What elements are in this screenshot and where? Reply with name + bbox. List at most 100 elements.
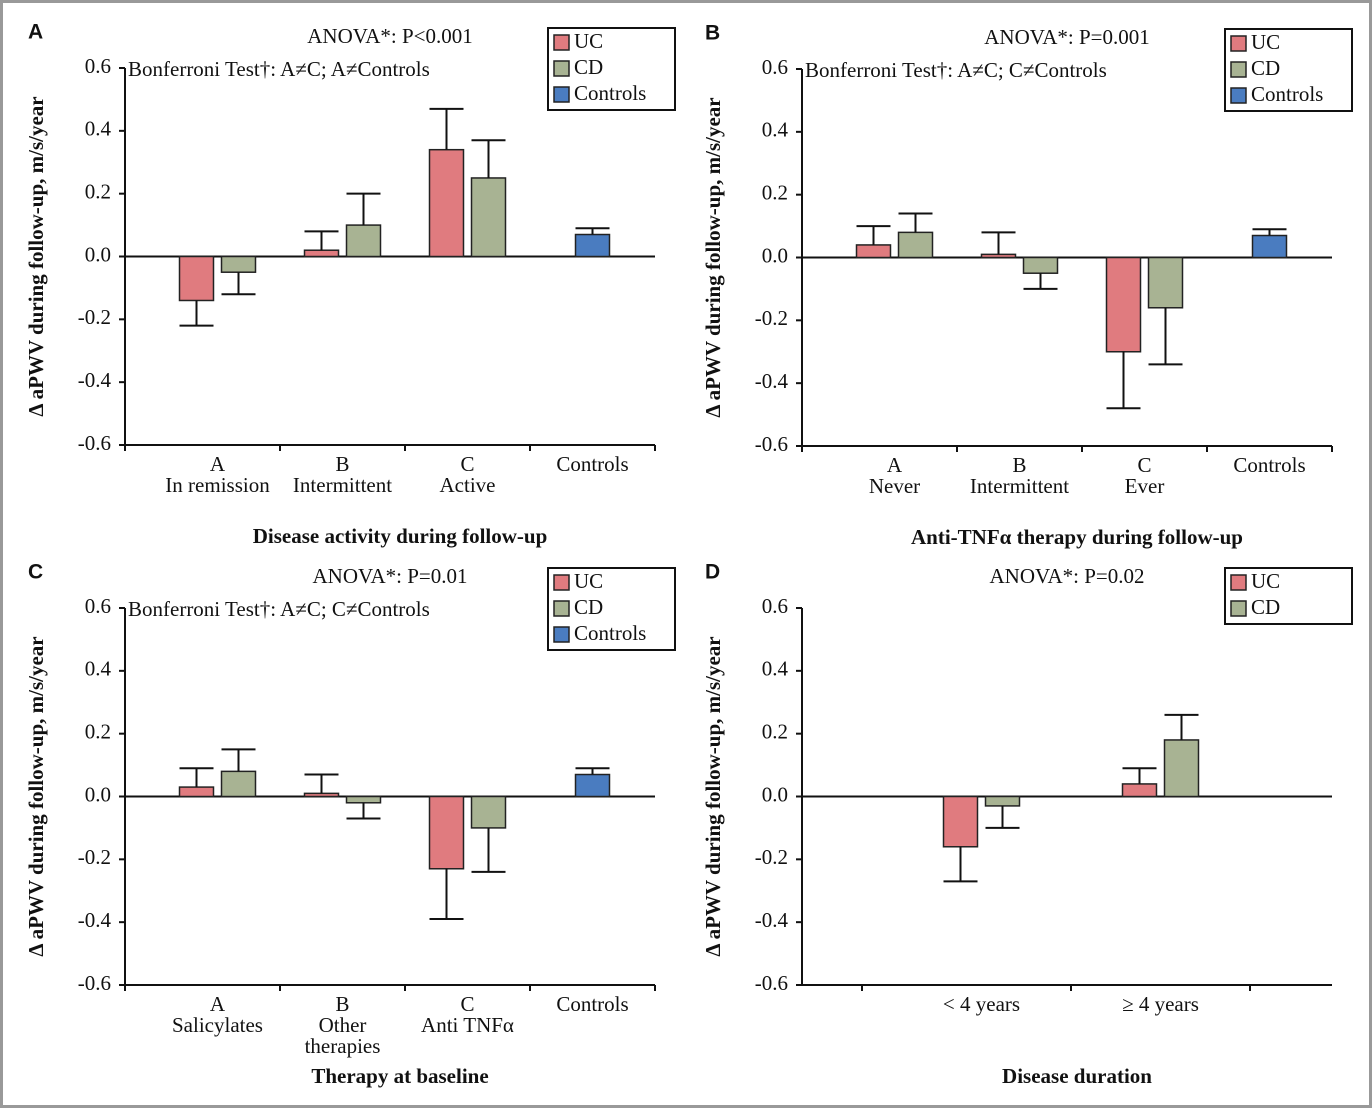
y-tick-label: 0.2	[85, 719, 111, 743]
y-tick-label: 0.0	[762, 243, 788, 267]
bar	[428, 795, 465, 870]
bar	[178, 255, 215, 302]
bar	[897, 231, 934, 259]
legend-label: UC	[574, 29, 603, 53]
bar	[1147, 256, 1184, 309]
bar	[470, 177, 507, 258]
bar	[574, 773, 611, 798]
annotation: Bonferroni Test†: A≠C; A≠Controls	[128, 57, 430, 81]
error-bar	[429, 107, 464, 150]
y-tick-label: -0.6	[755, 971, 788, 995]
bar	[220, 255, 257, 273]
bar	[428, 148, 465, 258]
error-bar	[304, 230, 339, 251]
error-bar	[346, 192, 381, 226]
y-axis-label: Δ aPWV during follow-up, m/s/year	[701, 97, 725, 417]
legend-label: UC	[1251, 30, 1280, 54]
panel-label: B	[705, 22, 720, 45]
legend-swatch	[1230, 87, 1247, 104]
legend-swatch	[1230, 61, 1247, 78]
x-tick-label: < 4 years	[943, 992, 1020, 1016]
y-tick-label: 0.4	[85, 117, 112, 141]
error-bar	[981, 231, 1016, 255]
x-tick-label: C	[460, 452, 474, 476]
y-axis-label: Δ aPWV during follow-up, m/s/year	[24, 96, 48, 416]
bar	[220, 770, 257, 798]
x-tick-label: A	[210, 992, 226, 1016]
x-tick-label: B	[335, 992, 349, 1016]
error-bar	[575, 227, 610, 235]
bar	[303, 249, 340, 258]
error-bar	[471, 139, 506, 178]
legend-swatch	[553, 574, 570, 591]
legend-label: CD	[574, 595, 603, 619]
error-bar	[1106, 351, 1141, 410]
legend-swatch	[553, 86, 570, 103]
bar	[178, 786, 215, 798]
bar	[303, 792, 340, 798]
bar	[574, 233, 611, 258]
x-tick-label: In remission	[165, 473, 270, 497]
legend-swatch	[553, 34, 570, 51]
y-tick-label: -0.4	[755, 369, 789, 393]
y-tick-label: -0.2	[755, 845, 788, 869]
x-axis-label: Anti-TNFα therapy during follow-up	[911, 525, 1243, 549]
x-tick-label: Active	[440, 473, 496, 497]
y-tick-label: 0.2	[762, 180, 788, 204]
panel-label: D	[705, 561, 720, 584]
error-bar	[304, 773, 339, 794]
legend-label: CD	[1251, 56, 1280, 80]
panel-label: C	[28, 561, 43, 584]
panel: B ANOVA*: P=0.001 Bonferroni Test†: A≠C; C…	[701, 22, 1353, 549]
y-tick-label: -0.6	[78, 971, 111, 995]
panel: A ANOVA*: P<0.001 Bonferroni Test†: A≠C; A…	[24, 21, 676, 548]
x-tick-label: Salicylates	[172, 1013, 263, 1037]
y-axis-label: Δ aPWV during follow-up, m/s/year	[701, 636, 725, 956]
y-tick-label: 0.2	[85, 179, 111, 203]
x-tick-label: therapies	[305, 1034, 381, 1058]
error-bar	[985, 805, 1020, 829]
y-tick-label: -0.2	[755, 306, 788, 330]
y-tick-label: 0.6	[762, 594, 788, 618]
y-tick-label: -0.4	[78, 908, 112, 932]
x-tick-label: Intermittent	[970, 474, 1069, 498]
annotation: ANOVA*: P=0.02	[990, 564, 1145, 588]
y-tick-label: -0.2	[78, 845, 111, 869]
legend-swatch	[553, 60, 570, 77]
error-bar	[1164, 713, 1199, 740]
x-axis-label: Therapy at baseline	[311, 1064, 488, 1088]
annotation: Bonferroni Test†: A≠C; C≠Controls	[128, 597, 430, 621]
y-tick-label: 0.0	[762, 782, 788, 806]
x-tick-label: B	[1012, 453, 1026, 477]
y-tick-label: 0.4	[762, 118, 789, 142]
x-tick-label: A	[210, 452, 226, 476]
legend-swatch	[553, 626, 570, 643]
panel: C ANOVA*: P=0.01 Bonferroni Test†: A≠C; C≠…	[24, 561, 676, 1088]
y-tick-label: -0.4	[755, 908, 789, 932]
error-bar	[1122, 767, 1157, 784]
y-tick-label: 0.4	[85, 657, 112, 681]
x-tick-label: Other	[319, 1013, 367, 1037]
x-tick-label: Never	[869, 474, 920, 498]
x-tick-label: Anti TNFα	[421, 1013, 514, 1037]
x-tick-label: B	[335, 452, 349, 476]
error-bar	[575, 767, 610, 775]
x-tick-label: Controls	[556, 992, 628, 1016]
legend-label: UC	[1251, 569, 1280, 593]
error-bar	[1252, 228, 1287, 236]
bar	[942, 795, 979, 848]
error-bar	[898, 212, 933, 233]
x-tick-label: Controls	[1233, 453, 1305, 477]
y-tick-label: 0.6	[85, 54, 111, 78]
x-tick-label: C	[1137, 453, 1151, 477]
bar	[1022, 256, 1059, 274]
error-bar	[1148, 307, 1183, 366]
bar	[984, 795, 1021, 807]
x-tick-label: A	[887, 453, 903, 477]
y-tick-label: 0.0	[85, 242, 111, 266]
y-tick-label: -0.6	[78, 431, 111, 455]
legend-swatch	[553, 600, 570, 617]
